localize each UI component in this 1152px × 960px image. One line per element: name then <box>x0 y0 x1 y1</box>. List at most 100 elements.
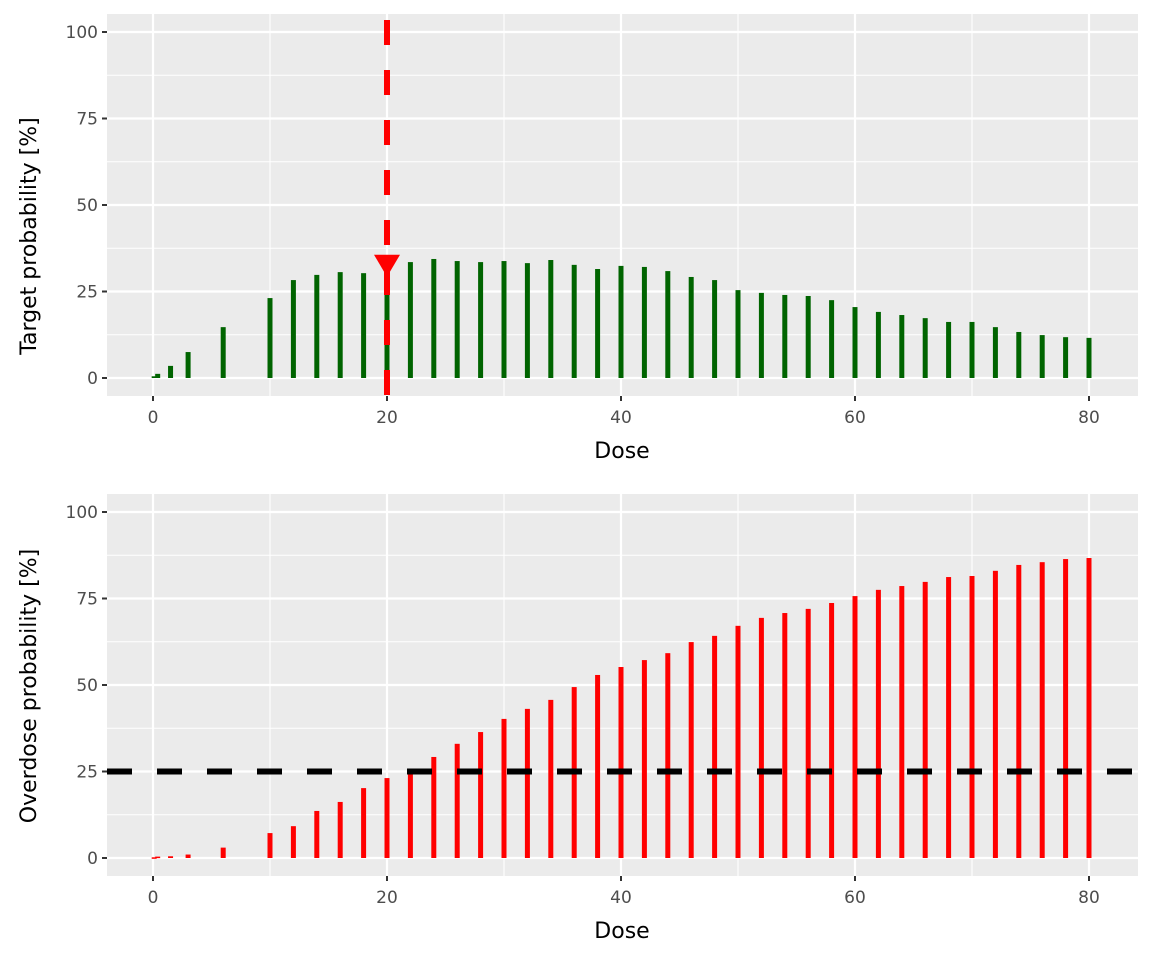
next-dose-marker <box>374 20 400 396</box>
bar <box>665 653 671 858</box>
x-tick-label: 20 <box>376 408 398 428</box>
x-tick-label: 0 <box>148 408 159 428</box>
bar <box>431 756 437 858</box>
bar <box>524 708 530 858</box>
top-y-axis-title: Target probability [%] <box>17 117 42 356</box>
bar <box>946 321 952 378</box>
bar <box>407 262 413 378</box>
bar <box>185 352 191 378</box>
bar <box>875 589 881 858</box>
bar <box>314 274 320 378</box>
bar <box>805 295 811 378</box>
bar <box>595 269 601 378</box>
x-tick-label: 40 <box>610 888 632 908</box>
y-tick-label: 25 <box>76 763 98 783</box>
bar <box>1016 331 1022 378</box>
bar <box>992 327 998 378</box>
bar <box>478 262 484 378</box>
y-tick-label: 50 <box>76 196 98 216</box>
bar <box>641 266 647 378</box>
bar <box>501 718 507 858</box>
bar <box>478 732 484 858</box>
bar <box>151 376 157 378</box>
bar <box>641 660 647 858</box>
bar <box>758 292 764 378</box>
bar <box>501 261 507 378</box>
bar <box>361 788 367 858</box>
bar <box>524 263 530 378</box>
bar <box>290 280 296 378</box>
y-tick-label: 0 <box>87 369 98 389</box>
bar <box>618 667 624 858</box>
bottom-axes: 0 25 50 75 100 0 20 40 60 80 <box>66 503 1100 908</box>
bar <box>829 602 835 858</box>
bar <box>168 856 174 858</box>
bar <box>431 258 437 378</box>
y-tick-label: 75 <box>76 590 98 610</box>
bar <box>361 273 367 378</box>
bar <box>1016 564 1022 858</box>
bar <box>1086 558 1092 858</box>
bar <box>337 801 343 858</box>
bar <box>407 769 413 858</box>
top-axes: 0 25 50 75 100 0 20 40 60 80 <box>66 23 1100 428</box>
bar <box>946 577 952 858</box>
bar <box>384 778 390 858</box>
bar <box>267 833 273 858</box>
bar <box>314 810 320 858</box>
inverted-triangle-icon <box>374 254 400 277</box>
bottom-x-axis-title: Dose <box>594 919 649 944</box>
bar <box>185 854 191 858</box>
bar <box>220 847 226 858</box>
y-tick-label: 50 <box>76 676 98 696</box>
bar <box>454 261 460 378</box>
bar <box>782 294 788 378</box>
bottom-y-axis-title: Overdose probability [%] <box>17 549 42 823</box>
bar <box>548 699 554 858</box>
y-tick-label: 25 <box>76 283 98 303</box>
y-tick-label: 100 <box>66 503 98 523</box>
bar <box>454 743 460 858</box>
overdose-probability-panel: 0 25 50 75 100 0 20 40 60 80 Dose Overdose probab… <box>17 494 1138 944</box>
bar <box>899 315 905 378</box>
bar <box>618 265 624 378</box>
bar <box>267 298 273 378</box>
bar <box>1063 337 1069 378</box>
bar <box>151 857 157 859</box>
bar <box>155 373 161 378</box>
bar <box>758 617 764 858</box>
bar <box>688 642 694 858</box>
bar <box>1039 335 1045 378</box>
bar <box>735 625 741 858</box>
bar <box>992 570 998 858</box>
bar <box>969 321 975 378</box>
y-tick-label: 75 <box>76 110 98 130</box>
bar <box>595 674 601 858</box>
y-tick-label: 0 <box>87 849 98 869</box>
x-tick-label: 60 <box>844 408 866 428</box>
bar <box>922 318 928 378</box>
bar <box>290 826 296 858</box>
x-tick-label: 20 <box>376 888 398 908</box>
bar <box>899 586 905 858</box>
bar <box>922 581 928 858</box>
bar <box>1086 337 1092 378</box>
bar <box>969 576 975 858</box>
bar <box>735 290 741 378</box>
bar <box>155 856 161 859</box>
x-tick-label: 80 <box>1078 408 1100 428</box>
bar <box>805 608 811 858</box>
bar <box>852 307 858 378</box>
bar <box>1039 562 1045 858</box>
bar <box>852 596 858 858</box>
x-tick-label: 40 <box>610 408 632 428</box>
target-probability-panel: 0 25 50 75 100 0 20 40 60 80 Dose Target probabil… <box>17 14 1138 464</box>
bar <box>220 327 226 378</box>
bar <box>665 271 671 378</box>
bar <box>712 280 718 378</box>
bar <box>571 264 577 378</box>
bar <box>168 365 174 378</box>
x-tick-label: 80 <box>1078 888 1100 908</box>
x-tick-label: 60 <box>844 888 866 908</box>
